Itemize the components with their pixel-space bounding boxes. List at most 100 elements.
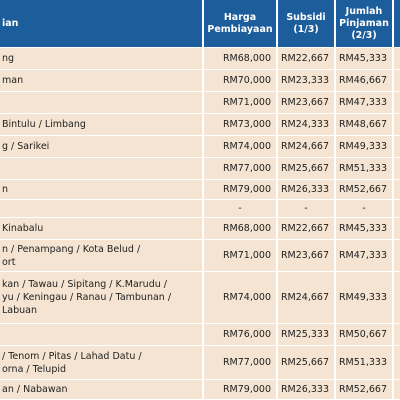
value-text: RM74,000 [222,292,271,303]
value-cell: RM26,333 [278,380,334,399]
place-text: man [2,75,24,86]
value-text: RM52,667 [338,384,387,395]
edge-cell [394,272,400,323]
header-cell: Jumlah Pinjaman (2/3) [336,0,392,47]
place-text: ort [2,256,16,268]
value-text: RM23,667 [280,97,329,108]
place-cell: man [0,70,202,91]
value-cell: RM73,000 [204,114,276,135]
place-text: yu / Keningau / Ranau / Tambunan / [2,292,172,303]
edge-cell [394,240,400,271]
value-cell: RM25,667 [278,158,334,179]
place-cell [0,200,202,217]
value-text: RM74,000 [222,141,271,152]
place-cell: Bintulu / Limbang [0,114,202,135]
value-cell: RM25,667 [278,346,334,379]
edge-cell [394,200,400,217]
value-cell: RM25,333 [278,324,334,345]
value-cell: RM23,333 [278,70,334,91]
value-text: RM49,333 [338,292,387,303]
value-text: RM50,667 [338,329,387,340]
header-cell: Subsidi (1/3) [278,0,334,47]
value-cell: RM45,333 [336,218,392,239]
place-text: n / Penampang / Kota Belud / [2,243,141,255]
value-cell: RM24,667 [278,272,334,323]
header-text: Harga [223,11,257,23]
value-cell: RM51,333 [336,158,392,179]
place-text: orna / Telupid [2,363,67,375]
value-cell: RM24,667 [278,136,334,157]
value-text: RM71,000 [222,250,271,261]
place-cell: / Tenom / Pitas / Lahad Datu / orna / Tel… [0,346,202,379]
place-text: an / Nabawan [2,384,68,395]
value-text: RM48,667 [338,119,387,130]
edge-cell [394,346,400,379]
value-text: RM45,333 [338,53,387,64]
value-cell: RM46,667 [336,70,392,91]
value-text: RM25,333 [280,329,329,340]
edge-cell [394,114,400,135]
header-text: Subsidi [286,11,326,23]
value-text: RM52,667 [338,184,387,195]
place-text: Kinabalu [2,223,44,234]
value-cell: RM68,000 [204,218,276,239]
place-text: g / Sarikei [2,141,50,152]
value-cell: RM71,000 [204,92,276,113]
value-cell: RM48,667 [336,114,392,135]
value-text: RM77,000 [222,357,271,368]
place-text: Bintulu / Limbang [2,119,86,130]
edge-cell [394,380,400,399]
value-cell: RM22,667 [278,218,334,239]
header-cell: Harga Pembiayaan [204,0,276,47]
edge-cell [394,92,400,113]
value-text: RM70,000 [222,75,271,86]
value-cell: RM79,000 [204,180,276,199]
value-text: RM79,000 [222,384,271,395]
value-text: RM26,333 [280,384,329,395]
place-cell: n [0,180,202,199]
value-text: RM47,333 [338,250,387,261]
value-cell: RM26,333 [278,180,334,199]
value-text: RM73,000 [222,119,271,130]
value-text: RM46,667 [338,75,387,86]
value-text: - [238,203,242,214]
value-text: RM79,000 [222,184,271,195]
value-text: RM24,667 [280,141,329,152]
value-cell: RM49,333 [336,136,392,157]
edge-cell [394,180,400,199]
value-text: RM68,000 [222,53,271,64]
edge-cell [394,136,400,157]
value-cell: RM68,000 [204,48,276,69]
place-cell: ng [0,48,202,69]
value-cell: RM24,333 [278,114,334,135]
value-cell: - [278,200,334,217]
value-text: RM51,333 [338,357,387,368]
place-text: ng [2,53,15,64]
edge-cell [394,158,400,179]
value-text: - [304,203,308,214]
value-cell: RM76,000 [204,324,276,345]
value-cell: RM49,333 [336,272,392,323]
value-text: RM26,333 [280,184,329,195]
edge-cell [394,70,400,91]
value-text: RM22,667 [280,53,329,64]
value-cell: RM23,667 [278,92,334,113]
place-cell: Kinabalu [0,218,202,239]
place-text: Labuan [2,305,38,316]
place-cell [0,158,202,179]
value-cell: RM45,333 [336,48,392,69]
header-text: (1/3) [293,23,319,35]
header-cell [394,0,400,47]
value-cell: RM50,667 [336,324,392,345]
value-text: RM51,333 [338,163,387,174]
value-text: RM22,667 [280,223,329,234]
value-cell: RM51,333 [336,346,392,379]
value-cell: RM22,667 [278,48,334,69]
header-text: (2/3) [351,29,377,41]
value-cell: RM77,000 [204,346,276,379]
value-cell: RM52,667 [336,380,392,399]
value-text: RM68,000 [222,223,271,234]
value-cell: RM74,000 [204,136,276,157]
value-cell: RM70,000 [204,70,276,91]
value-cell: RM47,333 [336,240,392,271]
